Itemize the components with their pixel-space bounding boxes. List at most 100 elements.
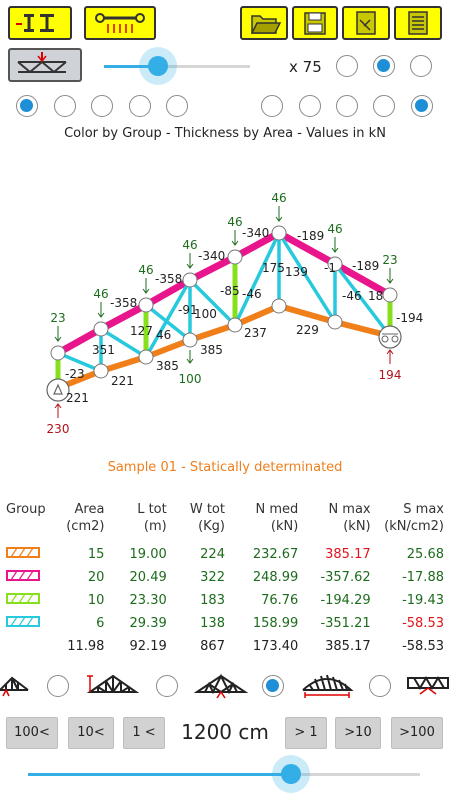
truss-type-option-3[interactable] bbox=[262, 675, 284, 697]
open-file-button[interactable] bbox=[240, 6, 288, 40]
col-header: N med bbox=[255, 502, 299, 517]
edit-button[interactable] bbox=[342, 6, 390, 40]
col-unit: (Kg) bbox=[198, 519, 225, 534]
truss-nodes bbox=[50, 225, 398, 379]
value-option-1[interactable] bbox=[261, 95, 283, 117]
truss-type-option-2[interactable] bbox=[156, 675, 178, 697]
zoom-slider[interactable] bbox=[104, 65, 250, 68]
member-force-label: 229 bbox=[296, 323, 319, 337]
length-slider-thumb[interactable] bbox=[271, 755, 310, 793]
member-force-label: 351 bbox=[92, 343, 115, 357]
col-header: Group bbox=[6, 502, 46, 517]
display-option-1[interactable] bbox=[16, 95, 38, 117]
member-force-label: 46 bbox=[156, 328, 171, 342]
load-label: 46 bbox=[271, 191, 286, 205]
roller-support bbox=[378, 325, 402, 349]
cell-ltot: 19.00 bbox=[129, 547, 167, 562]
display-option-4[interactable] bbox=[129, 95, 151, 117]
table-header-units-row: (cm2) (m) (Kg) (kN) (kN) (kN/cm2) bbox=[4, 518, 446, 535]
col-unit: (kN) bbox=[270, 519, 299, 534]
length-slider[interactable] bbox=[28, 773, 420, 776]
member-force-label: -85 bbox=[220, 284, 240, 298]
truss-diagram: 23 46 46 46 46 46 46 23 100 230 194 -358… bbox=[46, 191, 423, 436]
member-force-label: 221 bbox=[111, 374, 134, 388]
cell-wtot: 224 bbox=[200, 547, 225, 562]
group-swatch bbox=[4, 612, 60, 635]
cell-wtot: 138 bbox=[200, 616, 225, 631]
truss-type-howe-icon bbox=[86, 674, 140, 693]
member-force-label: -91 bbox=[178, 303, 198, 317]
load-label: 46 bbox=[93, 287, 108, 301]
col-header: S max bbox=[403, 502, 444, 517]
display-option-2[interactable] bbox=[54, 95, 76, 117]
step-plus-10-button[interactable]: >10 bbox=[335, 717, 381, 749]
display-option-3[interactable] bbox=[91, 95, 113, 117]
member-force-label: 385 bbox=[200, 343, 223, 357]
cell-area: 6 bbox=[96, 616, 105, 631]
load-label: 46 bbox=[182, 238, 197, 252]
table-row: 15 19.00 224 232.67 385.17 25.68 bbox=[4, 543, 446, 566]
step-minus-1-button[interactable]: 1 < bbox=[123, 717, 165, 749]
cell-area: 10 bbox=[87, 593, 105, 608]
truss-type-fink-icon bbox=[193, 673, 249, 699]
value-option-3[interactable] bbox=[336, 95, 358, 117]
edit-document-icon bbox=[356, 11, 376, 35]
cell-area: 20 bbox=[87, 570, 105, 585]
load-icon bbox=[95, 13, 145, 33]
top-chord bbox=[54, 229, 394, 357]
truss-type-flat-icon bbox=[407, 676, 449, 695]
cell-nmed: 158.99 bbox=[252, 616, 299, 631]
cell-nmax: -194.29 bbox=[320, 593, 371, 608]
step-plus-100-button[interactable]: >100 bbox=[391, 717, 443, 749]
member-force-label: 100 bbox=[194, 307, 217, 321]
load-label: 46 bbox=[327, 222, 342, 236]
cell-wtot: 322 bbox=[200, 570, 225, 585]
report-button[interactable] bbox=[394, 6, 442, 40]
member-force-label: -1 bbox=[324, 261, 336, 275]
member-force-label: -46 bbox=[342, 289, 362, 303]
save-icon bbox=[304, 12, 326, 35]
load-button[interactable] bbox=[84, 6, 156, 40]
zoom-slider-thumb[interactable] bbox=[139, 47, 177, 85]
cell-nmed: 76.76 bbox=[261, 593, 299, 608]
value-option-5[interactable] bbox=[411, 95, 433, 117]
zoom-option-1[interactable] bbox=[336, 55, 358, 77]
col-header: L tot bbox=[137, 502, 167, 517]
step-minus-10-button[interactable]: 10< bbox=[68, 717, 114, 749]
sample-title: Sample 01 - Statically determinated bbox=[107, 460, 343, 475]
folder-open-icon bbox=[250, 15, 282, 34]
member-force-label: -358 bbox=[110, 296, 137, 310]
display-option-5[interactable] bbox=[166, 95, 188, 117]
report-icon bbox=[408, 11, 428, 35]
step-plus-1-button[interactable]: > 1 bbox=[285, 717, 327, 749]
member-force-label: -358 bbox=[155, 272, 182, 286]
save-button[interactable] bbox=[292, 6, 338, 40]
value-option-2[interactable] bbox=[299, 95, 321, 117]
col-header: Area bbox=[74, 502, 105, 517]
truss-type-option-4[interactable] bbox=[369, 675, 391, 697]
table-row: 6 29.39 138 158.99 -351.21 -58.53 bbox=[4, 612, 446, 635]
member-force-label: 139 bbox=[285, 265, 308, 279]
cell-wtot: 183 bbox=[200, 593, 225, 608]
load-label: 23 bbox=[50, 311, 65, 325]
section-button[interactable] bbox=[8, 6, 72, 40]
member-force-label: 18 bbox=[368, 289, 383, 303]
table-row: 10 23.30 183 76.76 -194.29 -19.43 bbox=[4, 589, 446, 612]
table-row: 20 20.49 322 248.99 -357.62 -17.88 bbox=[4, 566, 446, 589]
truss-type-option-1[interactable] bbox=[47, 675, 69, 697]
col-unit: (cm2) bbox=[66, 519, 105, 534]
member-force-label: -189 bbox=[352, 259, 379, 273]
step-minus-100-button[interactable]: 100< bbox=[6, 717, 58, 749]
value-option-4[interactable] bbox=[373, 95, 395, 117]
zoom-label: x 75 bbox=[289, 58, 322, 76]
view-caption: Color by Group - Thickness by Area - Val… bbox=[64, 126, 386, 141]
member-force-label: 385 bbox=[156, 359, 179, 373]
load-arrows bbox=[54, 206, 394, 364]
cell-ltot: 29.39 bbox=[129, 616, 167, 631]
span-length-value: 1200 cm bbox=[181, 720, 269, 744]
support-button[interactable] bbox=[8, 48, 82, 82]
zoom-option-2[interactable] bbox=[373, 55, 395, 77]
cell-nmax: -357.62 bbox=[320, 570, 371, 585]
group-swatch bbox=[4, 566, 60, 589]
zoom-option-3[interactable] bbox=[410, 55, 432, 77]
